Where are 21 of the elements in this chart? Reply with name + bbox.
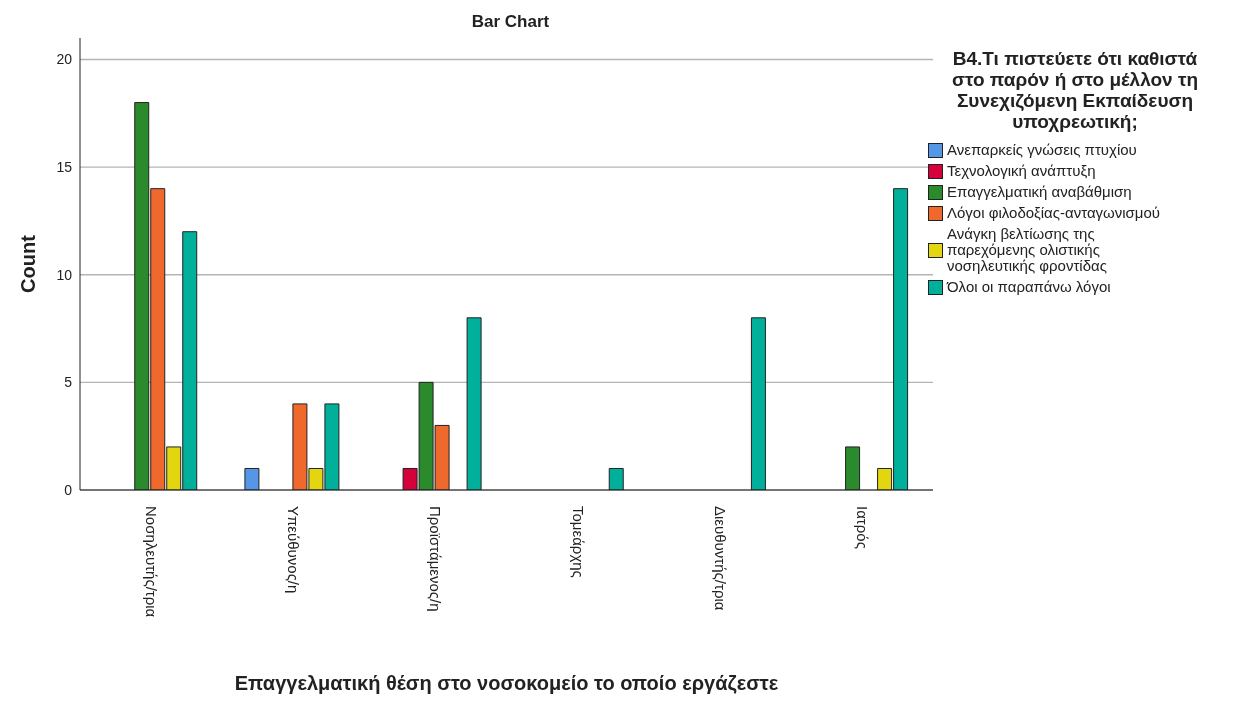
x-tick-label: Ιατρός — [853, 506, 871, 549]
y-tick-label: 10 — [56, 266, 73, 283]
x-tick-label: Προϊστάμενος/η — [427, 506, 445, 612]
legend-label: Όλοι οι παραπάνω λόγοι — [947, 278, 1111, 295]
y-tick-label: 15 — [56, 159, 73, 176]
legend-label: Ανάγκη βελτίωσης της παρεχόμενης ολιστικής νοσηλευτικής φροντίδας — [947, 225, 1108, 274]
legend-label: Ανεπαρκείς γνώσεις πτυχίου — [947, 141, 1137, 158]
y-tick-label: 20 — [56, 51, 73, 68]
x-axis-title: Επαγγελματική θέση στο νοσοκομείο το οποίο εργάζεστε — [234, 672, 779, 694]
chart-title: Bar Chart — [470, 12, 551, 32]
x-tick-label: Τομεάρχης — [569, 506, 587, 578]
legend-title: B4.Τι πιστεύετε ότι καθιστά στο παρόν ή στο μέλλον τη Συνεχιζόμενη Εκπαίδευση υποχρεωτική; — [950, 48, 1200, 132]
y-tick-label: 5 — [64, 374, 73, 391]
legend-label: Τεχνολογική ανάπτυξη — [947, 162, 1096, 179]
legend-label: Λόγοι φιλοδοξίας-ανταγωνισμού — [947, 204, 1161, 221]
y-tick-label: 0 — [64, 481, 73, 498]
x-tick-label: Διευθυντής/τρια — [711, 506, 729, 611]
legend-label: Επαγγελματική αναβάθμιση — [947, 183, 1132, 200]
x-tick-label: Νοσηλευτής/τρια — [143, 506, 161, 618]
x-tick-label: Υπεύθυνος/η — [285, 506, 303, 594]
y-axis-title: Count — [17, 234, 40, 293]
